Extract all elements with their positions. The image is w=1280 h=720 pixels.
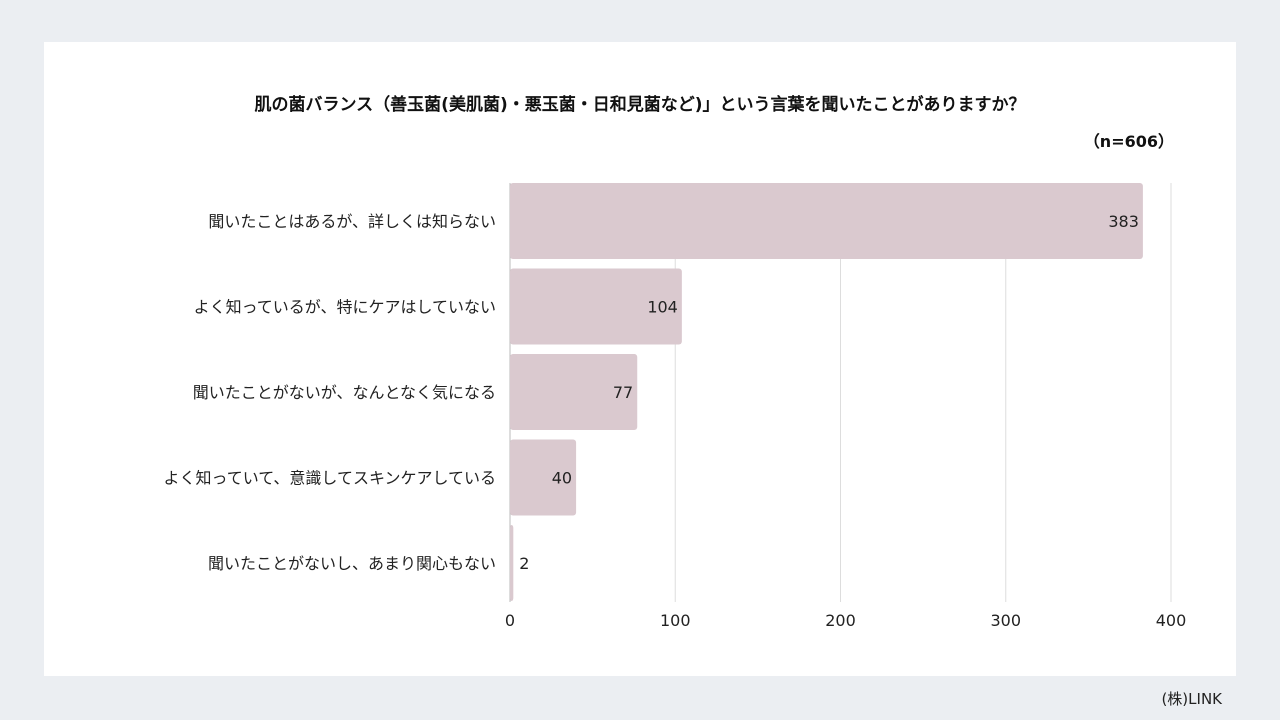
- bar: [510, 183, 1143, 259]
- x-tick-label: 100: [660, 611, 691, 630]
- bar: [510, 439, 577, 516]
- data-label: 383: [1108, 212, 1139, 231]
- x-tick-label: 200: [825, 611, 856, 630]
- category-label: よく知っているが、特にケアはしていない: [194, 298, 496, 317]
- x-tick-label: 300: [990, 611, 1021, 630]
- data-label: 77: [613, 383, 633, 402]
- bar: [510, 268, 682, 345]
- data-label: 2: [519, 554, 529, 573]
- category-label: 聞いたことがないし、あまり関心もない: [208, 554, 496, 573]
- category-label: 聞いたことはあるが、詳しくは知らない: [208, 212, 496, 231]
- company-credit: (株)LINK: [1161, 690, 1222, 708]
- x-tick-label: 0: [505, 611, 515, 630]
- x-tick-label: 400: [1156, 611, 1187, 630]
- chart-title: 肌の菌バランス（善玉菌(美肌菌)・悪玉菌・日和見菌など)」という言葉を聞いたこと…: [254, 95, 1026, 115]
- sample-size: （n=606）: [1083, 132, 1174, 151]
- category-label: よく知っていて、意識してスキンケアしている: [164, 469, 496, 488]
- data-label: 40: [552, 469, 572, 488]
- bar: [510, 354, 638, 430]
- category-label: 聞いたことがないが、なんとなく気になる: [193, 383, 496, 402]
- data-label: 104: [647, 298, 678, 317]
- chart-card: [44, 42, 1236, 676]
- bar: [510, 525, 514, 601]
